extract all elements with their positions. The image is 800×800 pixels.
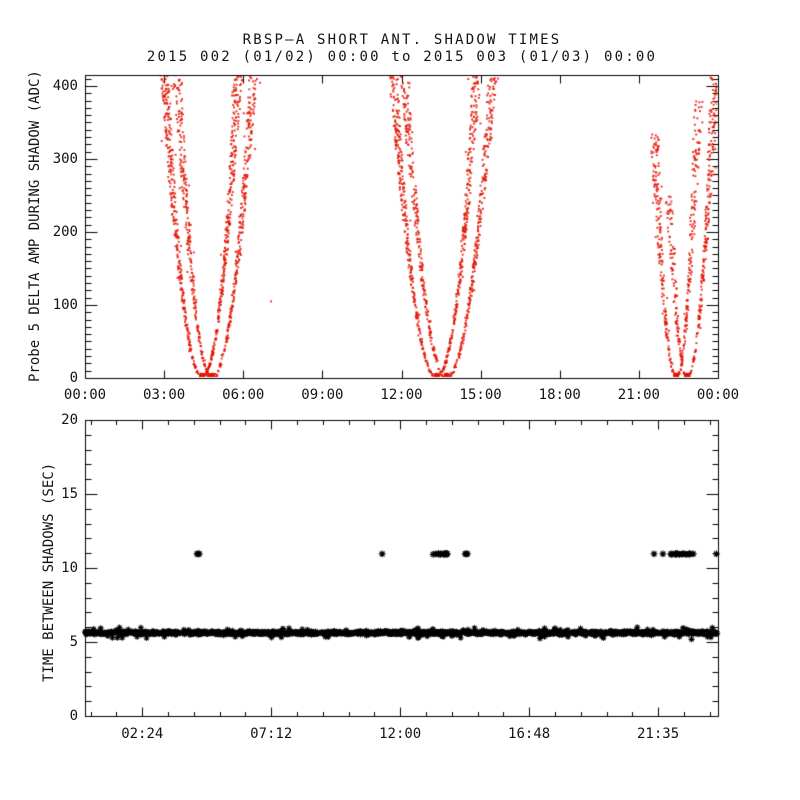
top-y-tick-label: 200 xyxy=(52,223,78,240)
bottom-x-tick-label: 12:00 xyxy=(379,726,422,742)
bottom-x-tick-label: 16:48 xyxy=(508,726,551,742)
bottom-y-axis-title: TIME BETWEEN SHADOWS (SEC) xyxy=(41,462,57,682)
bottom-y-tick-label: 10 xyxy=(61,560,78,576)
bottom-y-tick-label: 0 xyxy=(69,708,78,724)
top-x-tick-label: 15:00 xyxy=(459,387,502,403)
top-y-tick-label: 0 xyxy=(69,370,78,386)
bottom-x-tick-label: 02:24 xyxy=(121,726,164,742)
top-y-tick-label: 400 xyxy=(52,77,78,94)
top-y-tick-label: 300 xyxy=(52,150,78,167)
chart-subtitle: 2015 002 (01/02) 00:00 to 2015 003 (01/0… xyxy=(146,49,658,65)
top-x-tick-label: 18:00 xyxy=(538,387,581,403)
top-y-tick-label: 100 xyxy=(52,296,78,313)
top-x-tick-label: 06:00 xyxy=(222,387,265,403)
bottom-y-tick-label: 15 xyxy=(61,486,78,502)
chart-title: RBSP–A SHORT ANT. SHADOW TIMES xyxy=(242,32,562,48)
bottom-x-tick-label: 07:12 xyxy=(250,726,293,742)
top-x-tick-label: 00:00 xyxy=(63,387,107,403)
top-x-tick-label: 21:00 xyxy=(617,387,660,403)
top-x-tick-label: 00:00 xyxy=(696,387,740,403)
bottom-y-tick-label: 5 xyxy=(69,634,78,650)
top-x-tick-label: 12:00 xyxy=(380,387,423,403)
top-x-tick-label: 03:00 xyxy=(143,387,186,403)
bottom-x-tick-label: 21:35 xyxy=(637,726,680,742)
bottom-y-tick-label: 20 xyxy=(61,412,78,428)
top-x-tick-label: 09:00 xyxy=(301,387,344,403)
top-y-axis-title: Probe 5 DELTA AMP DURING SHADOW (ADC) xyxy=(27,70,43,382)
